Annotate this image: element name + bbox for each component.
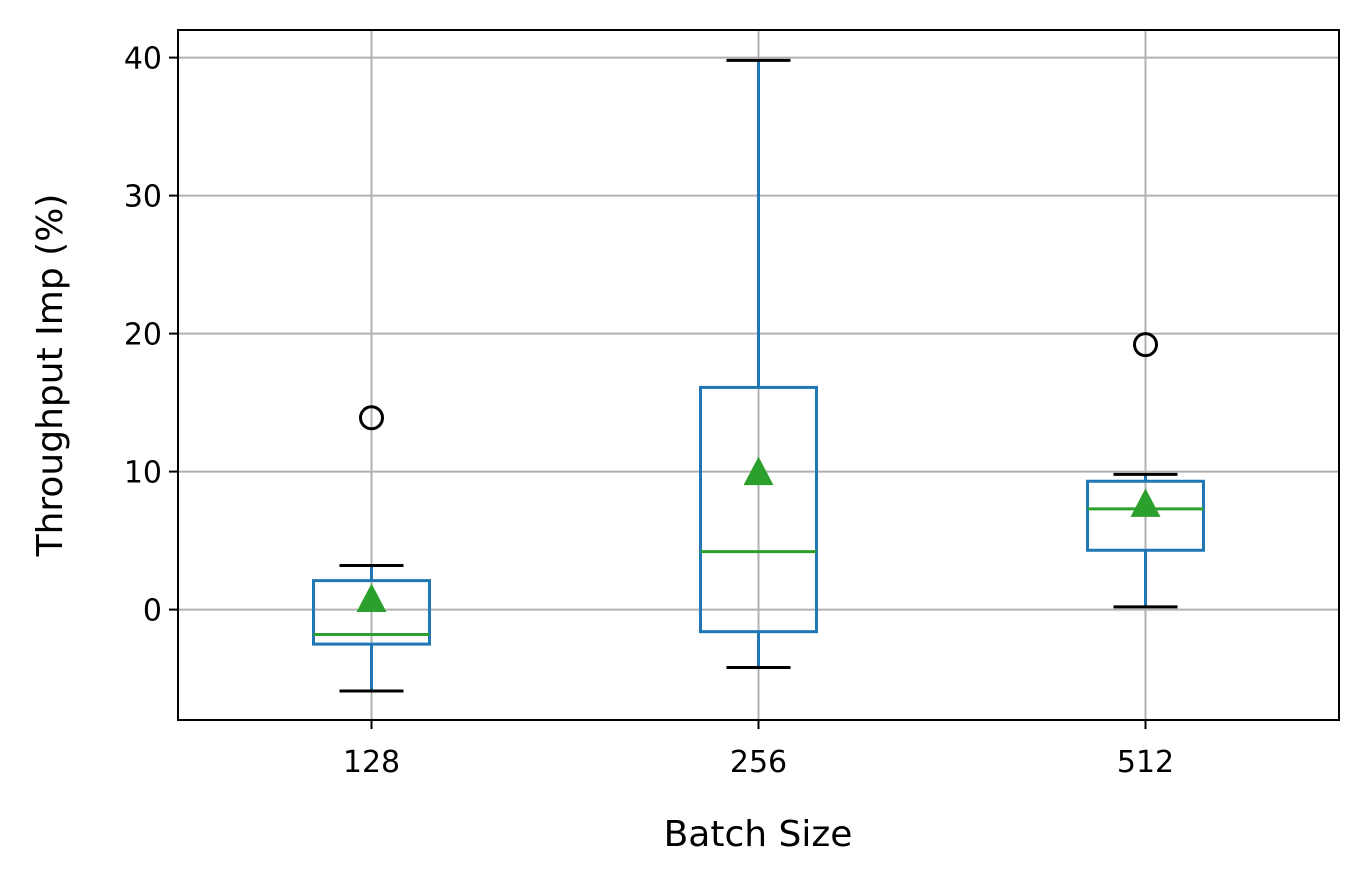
y-tick-label: 0 xyxy=(143,594,162,629)
y-tick-label: 10 xyxy=(124,456,162,491)
box-128 xyxy=(312,405,431,693)
box-512 xyxy=(1086,332,1205,609)
outlier-point xyxy=(359,405,384,431)
boxes xyxy=(312,58,1205,693)
box-iqr xyxy=(1086,479,1205,552)
box-iqr xyxy=(312,579,431,646)
y-tick-label: 20 xyxy=(124,318,162,353)
y-tick-label: 30 xyxy=(124,180,162,215)
y-axis-ticks: 0 10 20 30 40 xyxy=(124,42,178,629)
y-tick-label: 40 xyxy=(124,42,162,77)
mean-marker xyxy=(1130,488,1161,517)
plot-frame xyxy=(177,29,1340,721)
mean-marker xyxy=(743,456,774,486)
x-axis-ticks: 128 256 512 xyxy=(343,720,1174,780)
x-tick-label: 256 xyxy=(730,745,787,780)
x-axis-label: Batch Size xyxy=(664,814,853,855)
box-256 xyxy=(699,58,818,670)
mean-marker xyxy=(356,583,387,613)
box-iqr xyxy=(699,385,818,634)
outlier-point xyxy=(1133,332,1158,358)
x-tick-label: 128 xyxy=(343,745,400,780)
y-axis-label: Throughput Imp (%) xyxy=(30,194,71,558)
x-tick-label: 512 xyxy=(1117,745,1174,780)
